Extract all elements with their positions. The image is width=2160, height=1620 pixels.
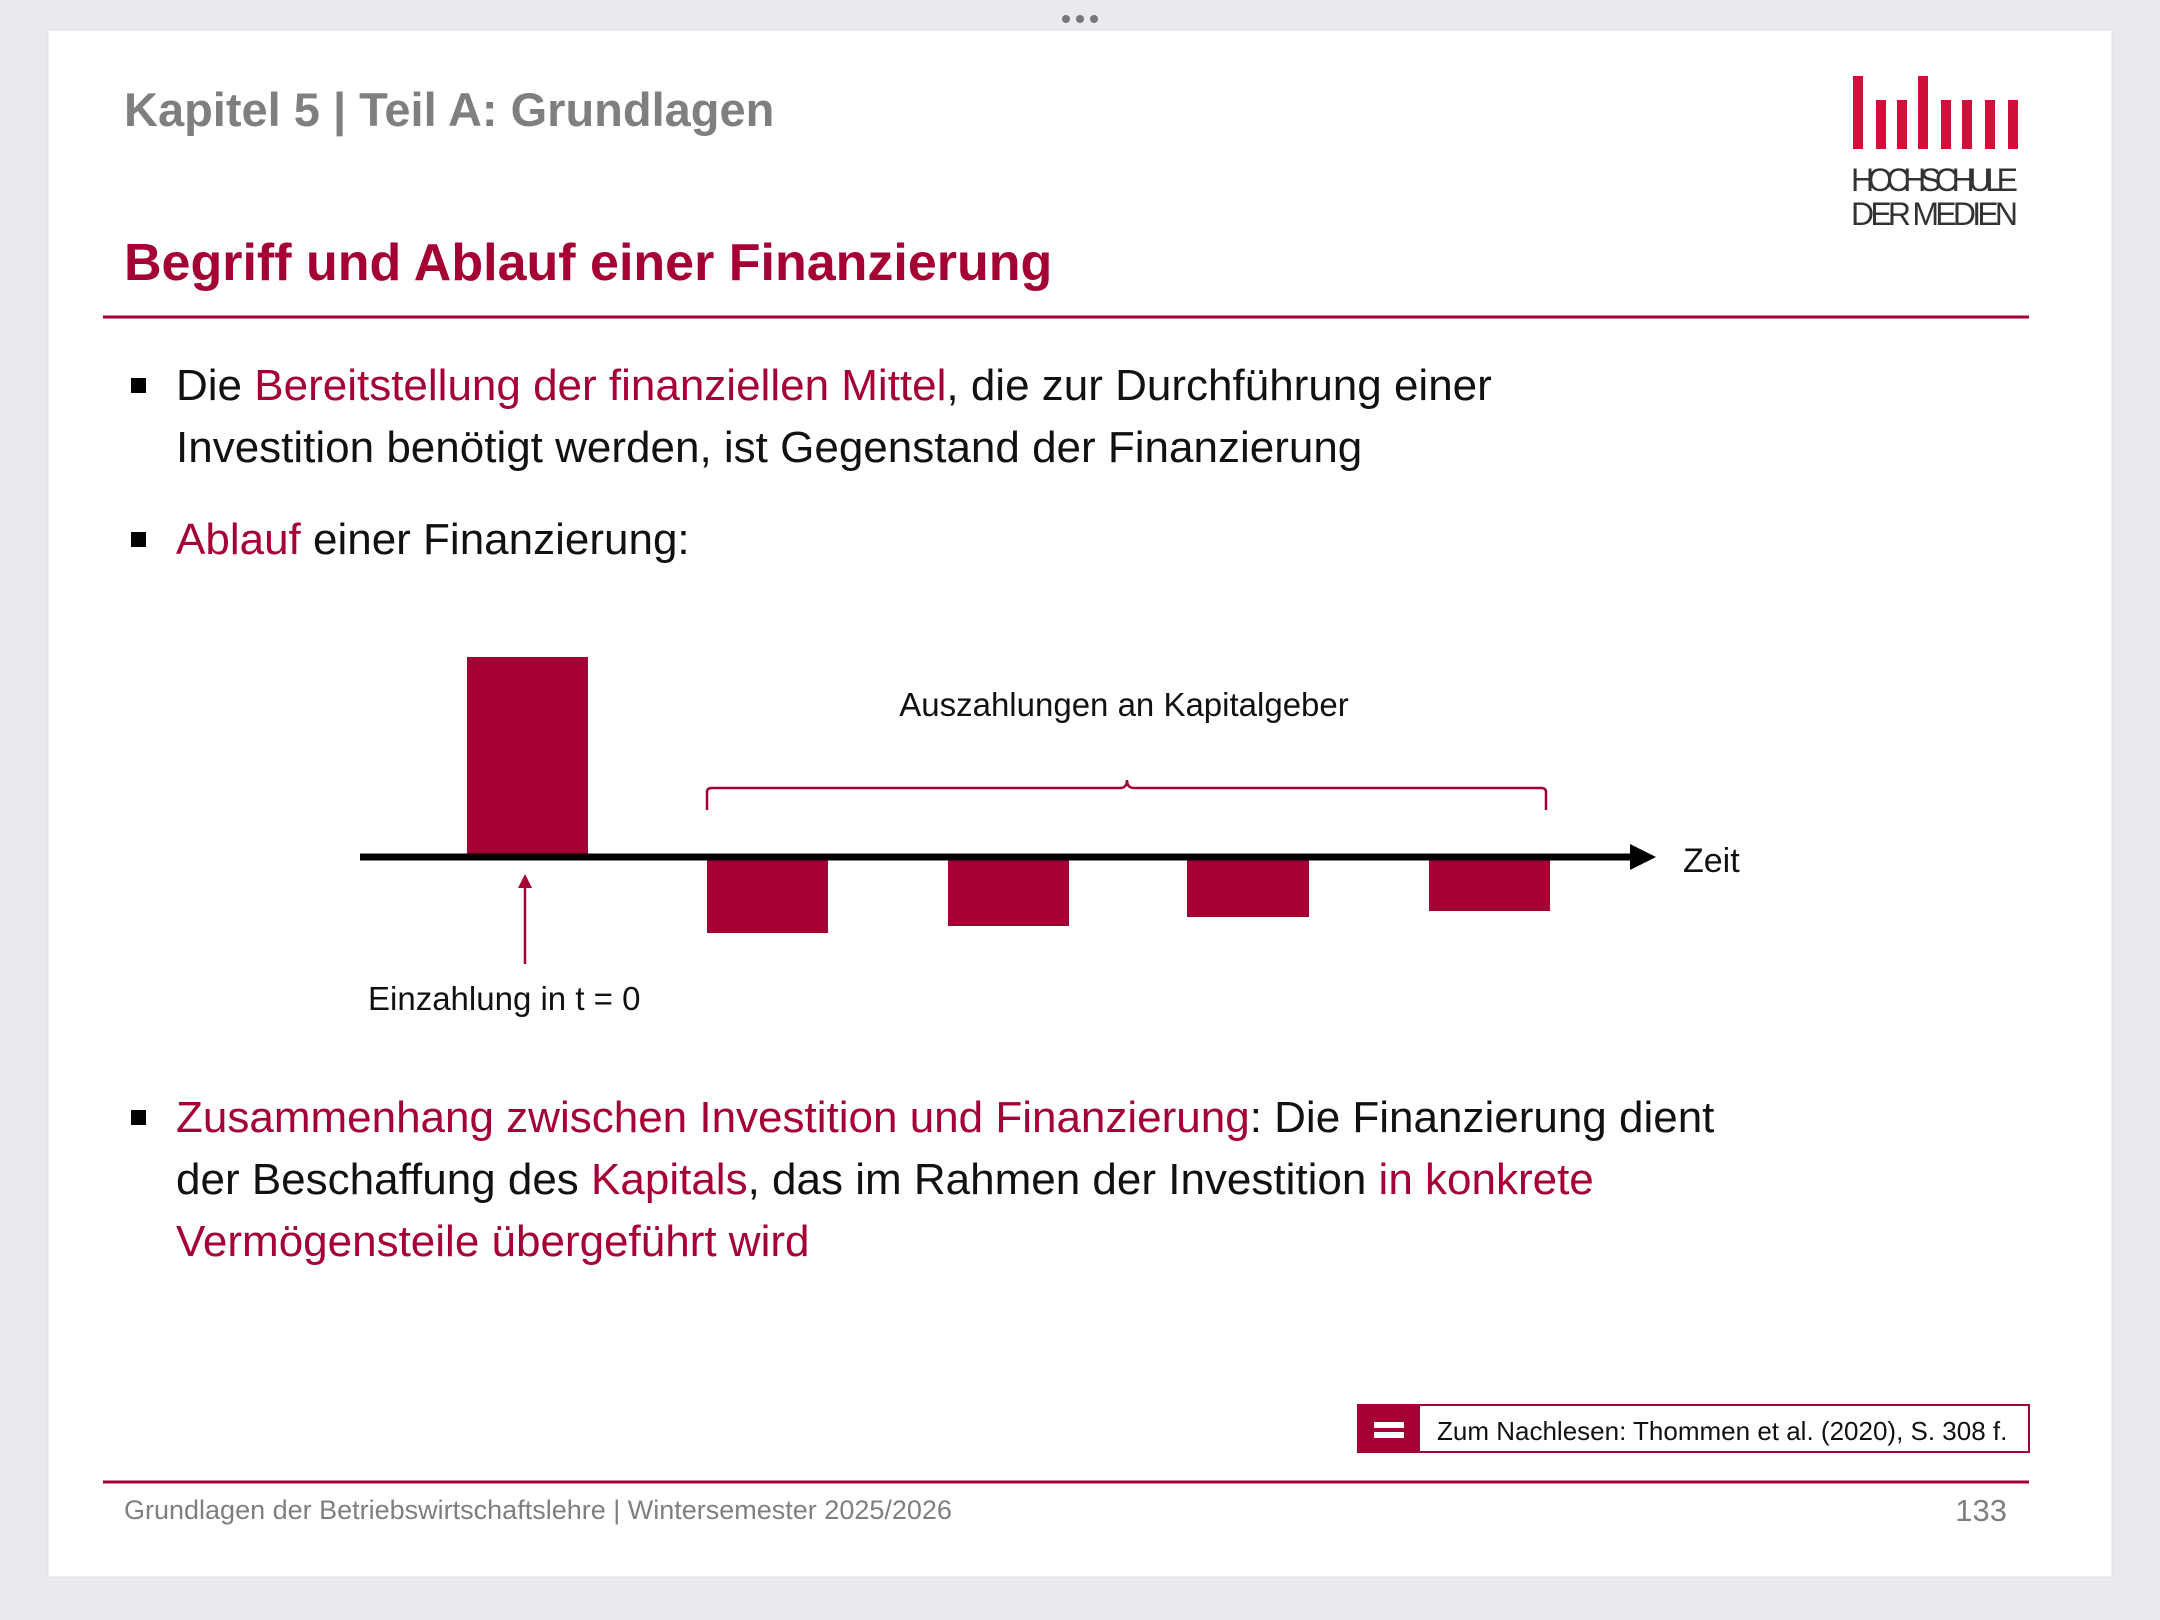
body-text: Investition benötigt werden, ist Gegenst… [176, 423, 1362, 472]
brace-label: Auszahlungen an Kapitalgeber [899, 686, 1349, 723]
highlight-text: in konkrete [1379, 1155, 1594, 1204]
body-text: , die zur Durchführung einer [946, 361, 1491, 410]
body-text: Die [176, 361, 254, 410]
body-text: : Die Finanzierung dient [1250, 1093, 1715, 1142]
bullet-marker [131, 378, 146, 393]
brace [705, 779, 1548, 810]
body-text: einer Finanzierung: [301, 515, 690, 564]
highlight-text: Zusammenhang zwischen Investition und Fi… [176, 1093, 1250, 1142]
logo-text: HOCHSCHULE [1851, 162, 2018, 198]
axis-arrow [1630, 844, 1656, 870]
slide-title: Begriff und Ablauf einer Finanzierung [124, 234, 1052, 292]
outflow-bar [1187, 860, 1309, 917]
highlight-text: Bereitstellung der finanziellen Mittel [254, 361, 946, 410]
bullet-line: Vermögensteile übergeführt wird [176, 1217, 809, 1266]
diagram: Auszahlungen an Kapitalgeber Zeit Einzah… [360, 657, 1740, 1017]
inflow-arrowhead [518, 874, 532, 888]
body-text: , das im Rahmen der Investition [748, 1155, 1379, 1204]
bullet-line: Investition benötigt werden, ist Gegenst… [176, 423, 1362, 472]
chapter-title: Kapitel 5 | Teil A: Grundlagen [124, 83, 774, 136]
reference-text: Zum Nachlesen: Thommen et al. (2020), S.… [1437, 1416, 2007, 1446]
logo-text: DER MEDIEN [1851, 196, 2018, 232]
bullet-line: der Beschaffung des Kapitals, das im Rah… [176, 1155, 1594, 1204]
handle-dot[interactable] [1062, 15, 1070, 23]
bullet-marker [131, 1110, 146, 1125]
book-icon [1358, 1405, 1420, 1452]
bullet-line: Ablauf einer Finanzierung: [176, 515, 690, 564]
footer-text: Grundlagen der Betriebswirtschaftslehre … [124, 1495, 952, 1525]
axis-label: Zeit [1683, 842, 1740, 880]
highlight-text: Ablauf [176, 515, 302, 564]
book-icon-lines [1374, 1422, 1404, 1438]
outflow-bar [948, 860, 1069, 926]
bullet-line: Die Bereitstellung der finanziellen Mitt… [176, 361, 1492, 410]
highlight-text: Vermögensteile übergeführt wird [176, 1217, 809, 1266]
body-text: der Beschaffung des [176, 1155, 591, 1204]
outflow-bar [707, 860, 828, 933]
logo-bars [1853, 76, 2018, 149]
handle-dot[interactable] [1090, 15, 1098, 23]
slide [47, 29, 2113, 1578]
inflow-label: Einzahlung in t = 0 [368, 980, 640, 1017]
outflow-bar [1429, 860, 1550, 911]
handle-dot[interactable] [1076, 15, 1084, 23]
page-number: 133 [1955, 1493, 2007, 1528]
inflow-bar [467, 657, 588, 854]
bullets: Die Bereitstellung der finanziellen Mitt… [131, 361, 1714, 1266]
bullet-marker [131, 532, 146, 547]
highlight-text: Kapitals [591, 1155, 748, 1204]
bullet-line: Zusammenhang zwischen Investition und Fi… [176, 1093, 1714, 1142]
